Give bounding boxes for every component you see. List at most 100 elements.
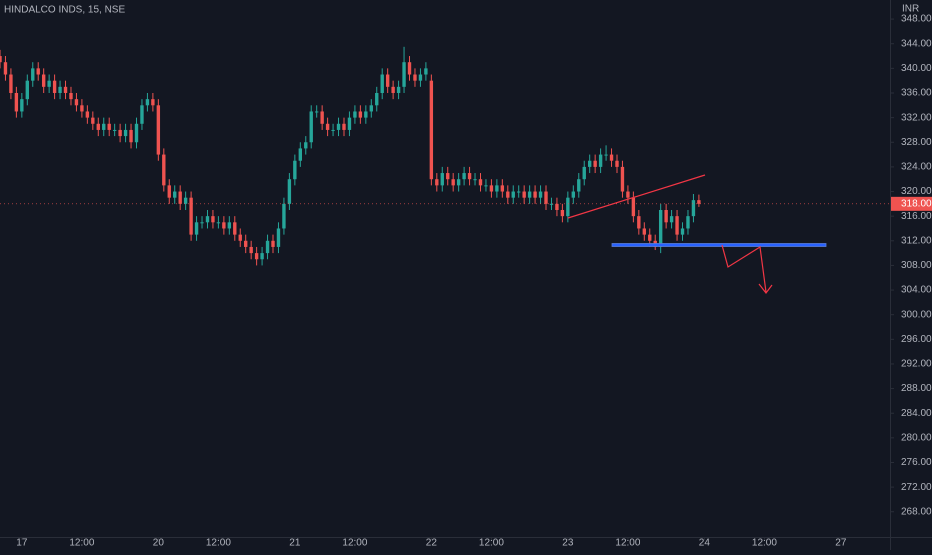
y-tick-label: 284.00 — [901, 408, 932, 419]
candle-body — [31, 68, 35, 81]
y-tick-label: 268.00 — [901, 506, 932, 517]
x-tick-label: 21 — [289, 538, 301, 549]
candle-body — [582, 166, 586, 180]
candle-body — [140, 105, 144, 124]
candle-body — [173, 191, 177, 198]
candle-body — [511, 191, 515, 198]
candle-body — [238, 234, 242, 241]
candle-body — [156, 105, 161, 155]
candle-body — [134, 123, 139, 143]
y-tick-label: 280.00 — [901, 432, 932, 443]
candle-body — [446, 173, 450, 180]
candle-body — [0, 56, 2, 63]
y-tick-label: 304.00 — [901, 285, 932, 296]
candle-body — [325, 123, 330, 130]
candle-body — [52, 80, 57, 93]
candle-body — [178, 191, 182, 204]
y-tick-label: 320.00 — [901, 186, 932, 197]
candle-body — [205, 216, 210, 223]
candle-body — [626, 191, 630, 198]
candle-body — [385, 74, 390, 87]
candle-body — [9, 74, 13, 93]
x-tick-label: 12:00 — [206, 538, 231, 549]
x-tick-label: 12:00 — [479, 538, 504, 549]
candle-body — [151, 99, 155, 106]
candle-body — [364, 111, 368, 118]
candle-body — [189, 197, 193, 235]
candle-body — [249, 246, 253, 254]
candle-body — [58, 86, 62, 93]
candle-body — [14, 92, 19, 112]
candle-body — [489, 185, 494, 192]
projection-path — [721, 244, 767, 293]
x-tick-label: 24 — [699, 538, 711, 549]
candle-body — [320, 111, 324, 124]
candle-body — [506, 191, 510, 198]
candle-body — [686, 216, 690, 229]
candle-body — [658, 209, 663, 247]
candle-body — [80, 105, 84, 112]
candle-body — [41, 74, 46, 87]
candle-body — [566, 197, 570, 217]
x-tick-label: 22 — [426, 538, 438, 549]
candle-body — [162, 154, 166, 186]
candle-body — [287, 179, 292, 204]
candle-body — [691, 200, 696, 217]
candle-body — [216, 222, 221, 224]
projection-arrow — [758, 283, 773, 294]
candle-body — [598, 154, 603, 167]
candle-body — [369, 105, 373, 112]
candle-body — [544, 191, 548, 204]
candle-body — [577, 179, 581, 192]
candle-body — [462, 173, 466, 180]
candle-body — [533, 191, 537, 198]
candle-body — [478, 179, 483, 186]
currency-label: INR — [902, 4, 919, 15]
candle-body — [145, 99, 150, 106]
candle-body — [549, 203, 554, 205]
candle-body — [396, 86, 401, 93]
candle-body — [435, 179, 439, 186]
candle-body — [555, 203, 559, 210]
candle-body — [123, 129, 128, 137]
y-tick-label: 316.00 — [901, 211, 932, 222]
candle-body — [107, 123, 111, 130]
x-tick-label: 12:00 — [752, 538, 777, 549]
candle-body — [631, 197, 636, 217]
y-tick-label: 300.00 — [901, 309, 932, 320]
candle-body — [265, 240, 270, 254]
candle-body — [669, 216, 674, 223]
candle-body — [648, 234, 652, 241]
last-price-box — [891, 196, 932, 211]
candle-body — [20, 99, 24, 112]
candle-body — [200, 222, 204, 224]
candle-body — [293, 160, 297, 180]
candle-body — [331, 129, 335, 131]
candle-body — [102, 123, 106, 130]
candle-body — [74, 99, 79, 106]
candle-body — [336, 123, 341, 130]
candle-body — [675, 216, 679, 235]
x-tick-label: 12:00 — [69, 538, 94, 549]
candle-body — [233, 222, 237, 235]
candle-body — [118, 129, 122, 137]
candle-body — [276, 228, 281, 247]
candle-body — [429, 80, 434, 180]
candle-body — [538, 191, 543, 198]
y-tick-label: 332.00 — [901, 112, 932, 123]
y-tick-label: 312.00 — [901, 235, 932, 246]
candle-body — [604, 154, 608, 156]
x-tick-label: 12:00 — [342, 538, 367, 549]
candle-body — [571, 191, 576, 198]
candle-body — [222, 222, 226, 229]
candle-body — [451, 179, 455, 186]
candle-body — [527, 191, 532, 198]
candle-body — [194, 222, 199, 235]
y-tick-label: 296.00 — [901, 334, 932, 345]
candle-body — [402, 62, 406, 87]
candle-body — [424, 68, 428, 75]
candle-body — [96, 123, 100, 130]
